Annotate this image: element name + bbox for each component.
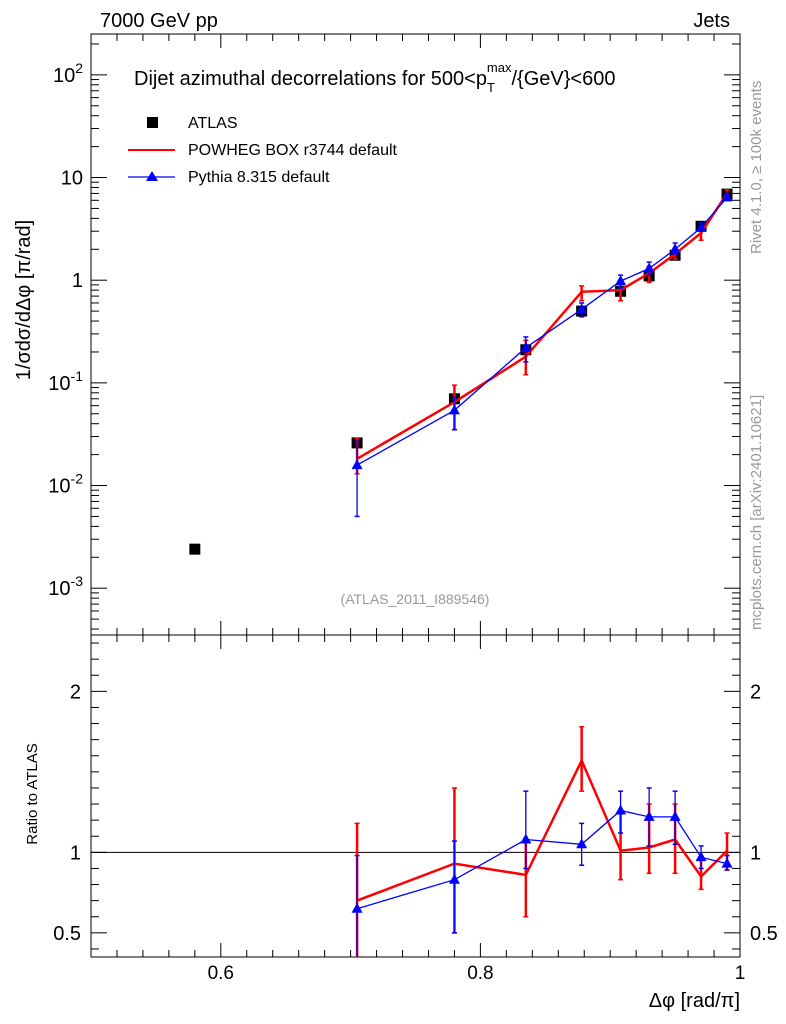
ratio-y-tick-label: 2 (70, 681, 81, 703)
pythia-ratio-point (669, 810, 681, 821)
pythia-point (576, 303, 588, 314)
pythia-ratio-point (576, 838, 588, 849)
pythia-ratio-point (643, 810, 655, 821)
y-tick-label: 10-3 (48, 573, 83, 600)
powheg-ratio-series-line (356, 757, 728, 902)
pythia-ratio-point (520, 833, 532, 844)
ratio-y-tick-label: 1 (70, 842, 81, 864)
ratio-y-tick-label: 0.5 (53, 923, 81, 945)
pythia-point (448, 404, 460, 415)
ratio-y-tick-label-right: 1 (750, 842, 761, 864)
chart-title: Dijet azimuthal decorrelations for 500<p… (134, 60, 615, 95)
y-tick-label: 1 (72, 270, 83, 292)
header-right: Jets (693, 10, 730, 32)
legend: ATLAS POWHEG BOX r3744 default Pythia 8.… (128, 115, 398, 186)
y-tick-label: 10-2 (48, 471, 83, 498)
ratio-ylabel: Ratio to ATLAS (24, 743, 41, 844)
title-pre: Dijet azimuthal decorrelations for 500<p (134, 68, 487, 90)
main-panel: 10-3 10-2 10-1 1 10 102 (48, 33, 741, 957)
mcplots-label: mcplots.cern.ch [arXiv:2401.10621] (748, 395, 765, 630)
ratio-panel: 0.6 0.8 10.5 0.51 12 2 (53, 634, 778, 984)
ratio-frame (90, 634, 741, 958)
powheg-series-line (356, 192, 729, 460)
ratio-y-tick-label-right: 0.5 (750, 923, 778, 945)
title-post: /{GeV}<600 (511, 68, 615, 90)
pythia-point (695, 221, 707, 232)
pythia-ratio-point (615, 804, 627, 815)
legend-marker-atlas (147, 117, 158, 128)
main-ylabel: 1/σdσ/dΔφ [π/rad] (13, 220, 35, 380)
legend-label-atlas: ATLAS (188, 115, 238, 132)
x-tick-label: 0.8 (467, 963, 493, 984)
pythia-point (721, 191, 733, 202)
pythia-ratio-point (448, 873, 460, 884)
header-left: 7000 GeV pp (100, 10, 218, 32)
pythia-ratio-point (721, 857, 733, 868)
y-tick-label: 102 (53, 60, 83, 87)
title-sub: T (487, 80, 495, 95)
xlabel: Δφ [rad/π] (649, 990, 740, 1012)
pythia-ratio-point (695, 851, 707, 862)
pythia-point (643, 262, 655, 273)
y-tick-label: 10-1 (48, 368, 83, 395)
rivet-label: Rivet 4.1.0, ≥ 100k events (748, 81, 765, 254)
legend-marker-pythia (146, 171, 158, 181)
y-tick-label: 10 (61, 168, 83, 190)
pythia-point (669, 243, 681, 254)
pythia-point (520, 341, 532, 352)
pythia-ratio-point (351, 902, 363, 913)
pythia-point (351, 459, 363, 470)
ratio-y-tick-label-right: 2 (750, 681, 761, 703)
analysis-watermark: (ATLAS_2011_I889546) (341, 591, 490, 607)
title-sup: max (487, 60, 512, 75)
pythia-ratio-series-line (356, 809, 728, 910)
pythia-series-line (356, 196, 728, 466)
pythia-point (615, 275, 627, 286)
atlas-point (189, 543, 201, 555)
legend-label-pythia: Pythia 8.315 default (188, 169, 330, 186)
legend-label-powheg: POWHEG BOX r3744 default (188, 142, 398, 159)
x-tick-label: 0.6 (208, 963, 234, 984)
x-tick-label: 1 (735, 963, 746, 984)
